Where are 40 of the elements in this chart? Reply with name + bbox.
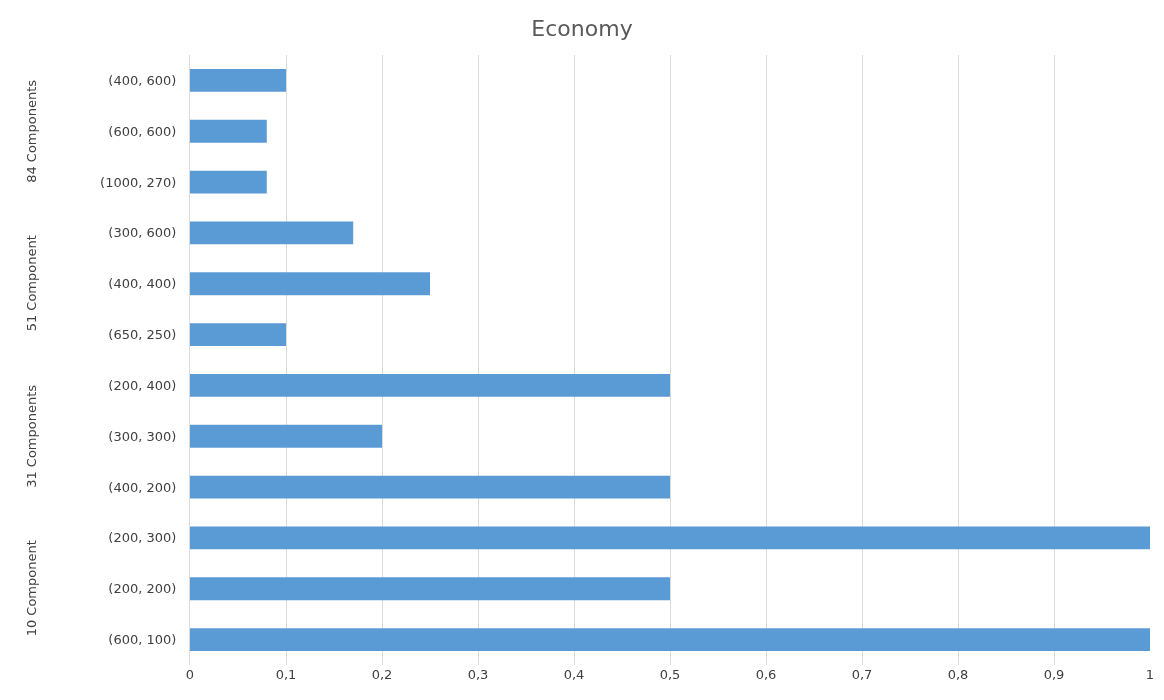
- text: 31 Components: [24, 384, 40, 488]
- bar: [190, 577, 670, 601]
- x-tick-label: 0,2: [371, 667, 393, 682]
- x-tick-label: 0,4: [563, 667, 585, 682]
- x-tick-label: 0,5: [659, 667, 681, 682]
- x-tick-label: 0,6: [755, 667, 777, 682]
- bar: [190, 628, 1150, 652]
- bar: [190, 119, 267, 143]
- bar: [190, 272, 430, 296]
- bar: [190, 170, 267, 194]
- y-tick-label: (600, 600): [108, 123, 177, 139]
- bar: [190, 424, 382, 448]
- x-tick-label: 0,9: [1043, 667, 1065, 682]
- text: 10 Component: [23, 540, 39, 637]
- y-tick-label: (300, 600): [108, 225, 177, 241]
- x-tick-label: 0,1: [275, 667, 297, 682]
- y-tick-label: (200, 400): [108, 377, 177, 393]
- bar: [190, 526, 1150, 550]
- y-tick-label: (650, 250): [108, 327, 177, 343]
- x-tick-label: 1: [1145, 667, 1155, 682]
- text: 51 Component: [23, 235, 39, 332]
- y-tick-label: (400, 200): [108, 479, 177, 495]
- x-tick-label: 0,7: [851, 667, 873, 682]
- y-tick-label: (200, 300): [108, 530, 177, 546]
- text: 84 Components: [24, 79, 40, 183]
- bar: [190, 221, 354, 245]
- y-tick-label: (400, 400): [108, 276, 177, 292]
- y-tick-label: (600, 100): [108, 632, 177, 648]
- y-tick-label: (400, 600): [108, 72, 177, 88]
- x-tick-label: 0: [185, 667, 195, 682]
- x-tick-label: 0,8: [947, 667, 969, 682]
- bar: [190, 68, 286, 92]
- y-tick-label: (200, 200): [108, 581, 177, 597]
- bar: [190, 323, 286, 347]
- chart-title: Economy: [531, 16, 633, 42]
- y-tick-label: (1000, 270): [100, 174, 177, 190]
- x-tick-label: 0,3: [467, 667, 489, 682]
- bar: [190, 373, 670, 397]
- y-tick-label: (300, 300): [108, 428, 177, 444]
- bar: [190, 475, 670, 499]
